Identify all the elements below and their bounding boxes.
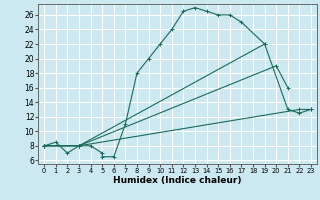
X-axis label: Humidex (Indice chaleur): Humidex (Indice chaleur) — [113, 176, 242, 185]
